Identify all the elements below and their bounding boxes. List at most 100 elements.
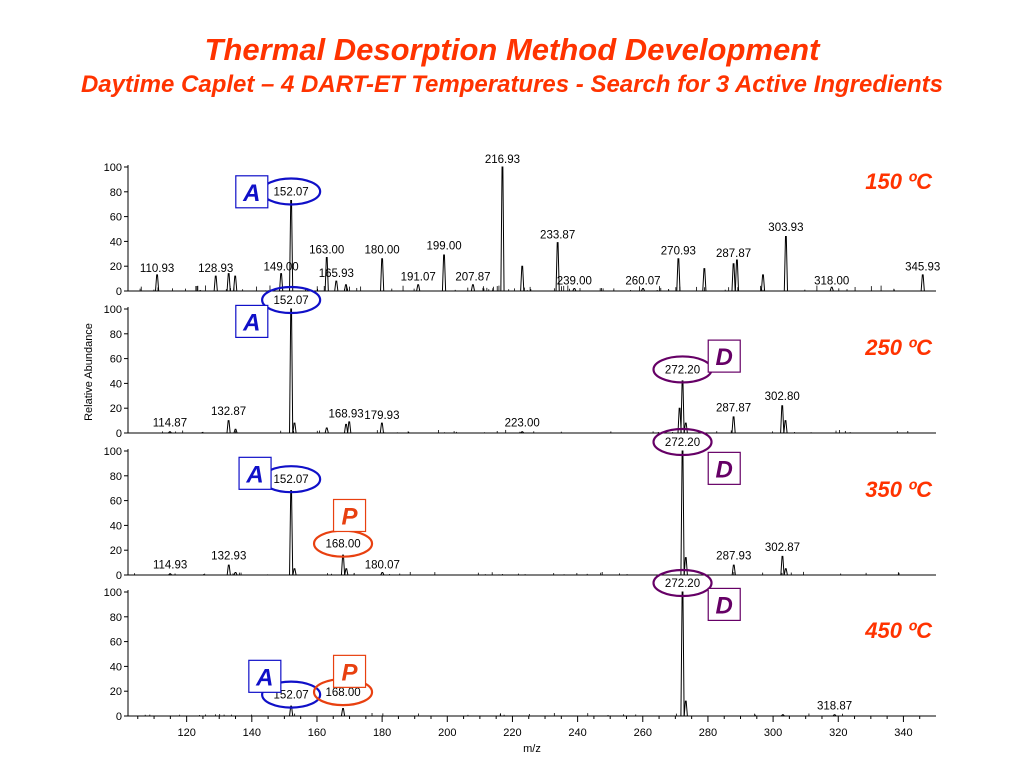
peak-label: 180.00 (365, 244, 400, 256)
peak-label: 168.93 (328, 409, 363, 421)
x-tick-label: 120 (177, 727, 195, 739)
circled-peak-label: 168.00 (325, 687, 360, 699)
circled-peak-label: 272.20 (665, 364, 700, 376)
tag-box (235, 304, 269, 338)
peak-label: 216.93 (485, 154, 520, 166)
y-tick-label: 20 (110, 261, 122, 273)
peak-label: 132.93 (211, 551, 246, 563)
spectrum-peak (289, 308, 294, 434)
x-axis-title: m/z (523, 743, 541, 755)
y-tick-label: 20 (110, 545, 122, 557)
spectrum-peak (572, 288, 577, 292)
spectrum-peak (829, 286, 834, 292)
tag-box (707, 339, 741, 373)
y-tick-label: 60 (110, 354, 122, 366)
x-tick-label: 280 (699, 727, 717, 739)
y-tick-label: 0 (116, 570, 122, 582)
peak-label: 132.87 (211, 406, 246, 418)
y-tick-label: 40 (110, 378, 122, 390)
spectrum-peak (340, 708, 346, 717)
spectrum-peak (677, 407, 682, 434)
y-tick-label: 0 (116, 711, 122, 723)
peak-label: 260.07 (625, 275, 660, 287)
spectrum-peak (226, 564, 231, 576)
tag-letter-a: A (245, 461, 263, 488)
circled-peak-label: 168.00 (325, 539, 360, 551)
peak-label: 302.87 (765, 542, 800, 554)
spectrum-peak (640, 288, 646, 292)
spectrum-peak (292, 422, 297, 434)
spectrum-peak (920, 274, 925, 292)
spectrum-peak (324, 427, 329, 434)
y-tick-label: 80 (110, 329, 122, 341)
spectrum-peak (734, 259, 740, 292)
circled-peak-label: 272.20 (665, 578, 700, 590)
x-tick-label: 140 (243, 727, 261, 739)
spectrum-peak (226, 273, 231, 292)
spectrum-peak (289, 199, 294, 292)
spectrum-peak (555, 242, 560, 292)
spectrum-peak (683, 557, 688, 576)
circled-peak-label: 152.07 (274, 295, 309, 307)
y-tick-label: 100 (104, 162, 122, 174)
spectrum-peak (780, 405, 785, 434)
y-tick-label: 60 (110, 496, 122, 508)
y-tick-label: 100 (104, 446, 122, 458)
circled-peak-label: 152.07 (274, 474, 309, 486)
x-tick-label: 320 (829, 727, 847, 739)
tag-box (707, 587, 741, 622)
x-tick-label: 220 (503, 727, 521, 739)
y-tick-label: 0 (116, 428, 122, 440)
spectrum-peak (500, 166, 505, 292)
spectrum-peak (289, 490, 294, 576)
spectrum-peak (279, 273, 284, 292)
spectrum-peak (233, 428, 238, 434)
tag-letter-a: A (242, 180, 260, 207)
x-tick-label: 180 (373, 727, 391, 739)
tag-box (238, 456, 272, 490)
peak-label: 223.00 (505, 417, 540, 429)
peak-label: 149.00 (264, 262, 299, 274)
y-tick-label: 80 (110, 471, 122, 483)
highlight-ellipse (261, 680, 322, 709)
peak-label: 180.07 (365, 559, 400, 571)
temperature-label: 150 ºC (865, 169, 933, 194)
spectrum-peak (380, 572, 385, 576)
y-tick-label: 40 (110, 661, 122, 673)
spectrum-peak (324, 257, 329, 292)
tag-letter-p: P (342, 503, 359, 530)
spectrum-peak (731, 564, 736, 576)
y-tick-label: 0 (116, 286, 122, 298)
temperature-label: 450 ºC (864, 618, 933, 643)
tag-box (235, 175, 269, 209)
spectrum-peak (347, 421, 352, 434)
spectrum-peak (702, 268, 707, 292)
spectrum-peak (233, 572, 238, 576)
spectrum-peak (154, 274, 160, 292)
highlight-ellipse (652, 568, 713, 598)
spectrum-peak (783, 235, 789, 292)
x-tick-label: 300 (764, 727, 782, 739)
tag-letter-d: D (716, 344, 733, 371)
spectrum-peak (340, 554, 346, 576)
tag-letter-p: P (342, 659, 359, 686)
spectrum-peak (783, 420, 788, 434)
spectrum-peak (680, 591, 685, 717)
spectrum-peak (683, 700, 688, 717)
tag-letter-a: A (242, 309, 260, 336)
spectrum-peak (520, 265, 525, 292)
peak-label: 287.93 (716, 551, 751, 563)
y-tick-label: 40 (110, 236, 122, 248)
highlight-ellipse (261, 285, 322, 315)
spectrum-peak (380, 258, 385, 292)
tag-box (707, 451, 741, 485)
spectrum-peak (344, 568, 349, 576)
spectrum-peak (379, 422, 384, 434)
spectrum-peak (676, 258, 681, 292)
highlight-ellipse (652, 427, 713, 457)
spectrum-peak (289, 705, 294, 717)
circled-peak-label: 272.20 (665, 437, 700, 449)
peak-label: 165.93 (319, 268, 354, 280)
x-tick-label: 200 (438, 727, 456, 739)
spectrum-peak (780, 714, 785, 717)
